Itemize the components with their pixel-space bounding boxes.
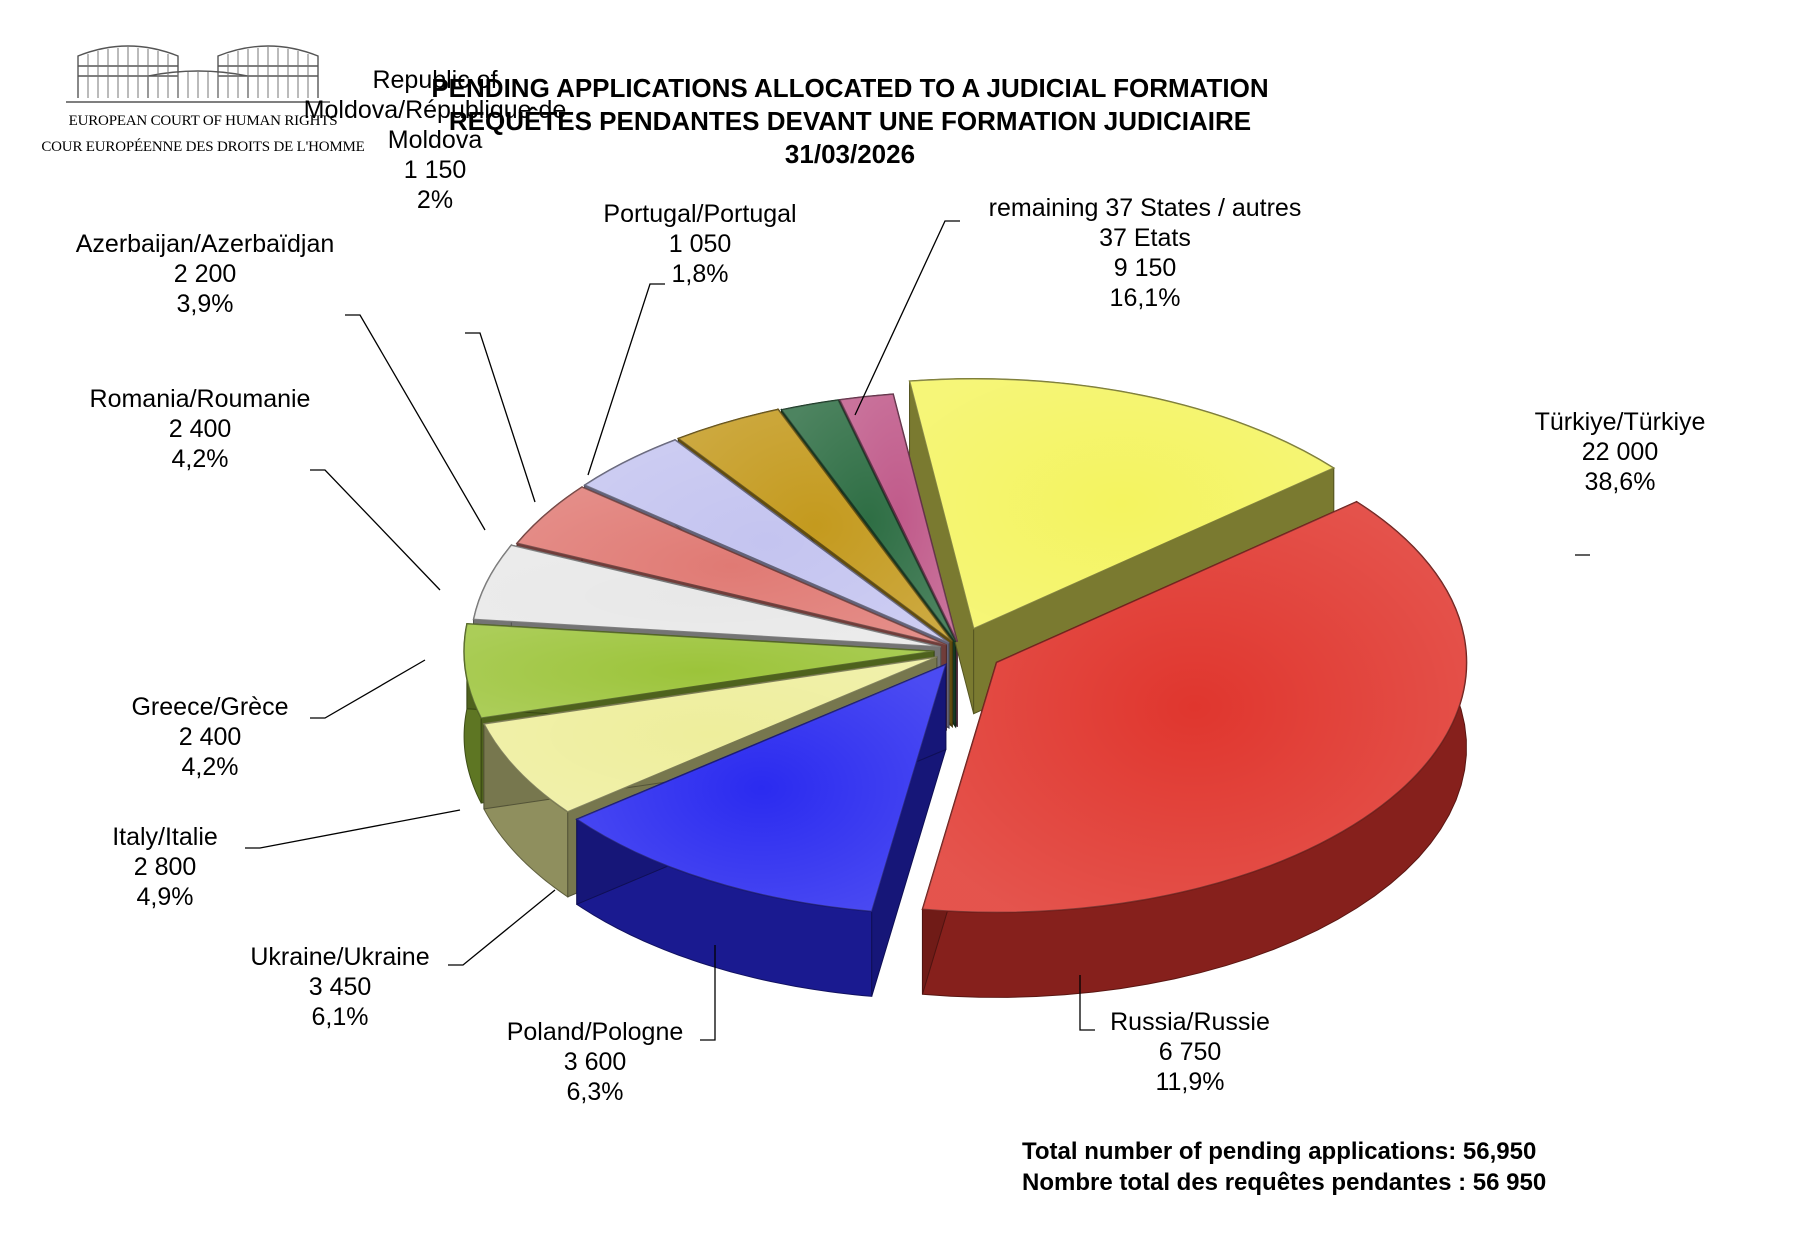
total-fr: Nombre total des requêtes pendantes : 56… xyxy=(1022,1169,1547,1196)
chart-title-block: PENDING APPLICATIONS ALLOCATED TO A JUDI… xyxy=(350,72,1350,171)
slice-shine-10 xyxy=(909,378,1334,629)
slice-shine-9 xyxy=(839,394,958,642)
slice-labels: Türkiye/Türkiye 22 000 38,6% Russia/Russie 6… xyxy=(76,66,1706,1106)
leader-line-6 xyxy=(310,469,441,591)
chart-title-fr: REQUÊTES PENDANTES DEVANT UNE FORMATION … xyxy=(448,106,1252,136)
pie-slice-tops xyxy=(463,377,1468,914)
total-en: Total number of pending applications: 56… xyxy=(1022,1138,1537,1165)
slice-label-9: Portugal/Portugal 1 050 1,8% xyxy=(603,200,796,288)
slice-shine-5 xyxy=(517,487,947,645)
court-logo: EUROPEAN COURT OF HUMAN RIGHTS COUR EURO… xyxy=(18,18,388,168)
slice-label-7: Azerbaijan/Azerbaïdjan 2 200 3,9% xyxy=(76,230,335,318)
slice-shine-6 xyxy=(584,439,950,644)
slice-shine-1 xyxy=(576,664,946,912)
slice-shine-3 xyxy=(464,623,935,719)
slice-shine-8 xyxy=(781,399,956,643)
slice-label-0: Türkiye/Türkiye 22 000 38,6% xyxy=(1535,408,1706,496)
slice-shine-0 xyxy=(922,501,1467,913)
leader-lines xyxy=(245,220,1590,1041)
chart-title-en: PENDING APPLICATIONS ALLOCATED TO A JUDI… xyxy=(431,73,1269,103)
logo-text-en: EUROPEAN COURT OF HUMAN RIGHTS xyxy=(68,113,338,129)
leader-line-3 xyxy=(448,889,556,966)
slice-label-6: Romania/Roumanie 2 400 4,2% xyxy=(90,385,311,473)
leader-line-9 xyxy=(587,283,665,476)
logo-text-fr: COUR EUROPÉENNE DES DROITS DE L'HOMME xyxy=(41,139,365,155)
court-building-icon xyxy=(66,45,330,103)
leader-line-5 xyxy=(310,659,426,719)
slice-shine-4 xyxy=(473,545,941,647)
leader-line-1 xyxy=(1079,975,1095,1031)
slice-label-1: Russia/Russie 6 750 11,9% xyxy=(1110,1008,1270,1096)
leader-line-10 xyxy=(854,220,960,416)
leader-line-8 xyxy=(465,332,536,503)
slice-label-4: Italy/Italie 2 800 4,9% xyxy=(112,823,218,911)
slice-shine-2 xyxy=(483,657,937,812)
slice-label-5: Greece/Grèce 2 400 4,2% xyxy=(131,693,288,781)
slice-label-2: Poland/Pologne 3 600 6,3% xyxy=(507,1018,684,1106)
slice-label-8: Republic of Moldova/République de Moldova 1… xyxy=(304,66,567,214)
slice-label-3: Ukraine/Ukraine 3 450 6,1% xyxy=(250,943,429,1031)
slice-label-10: remaining 37 States / autres 37 Etats 9 15… xyxy=(989,194,1302,312)
leader-line-4 xyxy=(245,809,461,849)
totals-block: Total number of pending applications: 56… xyxy=(1022,1136,1546,1198)
slice-shine-7 xyxy=(678,409,953,642)
chart-date: 31/03/2026 xyxy=(784,139,916,169)
leader-line-2 xyxy=(700,945,716,1041)
leader-line-7 xyxy=(345,314,486,531)
